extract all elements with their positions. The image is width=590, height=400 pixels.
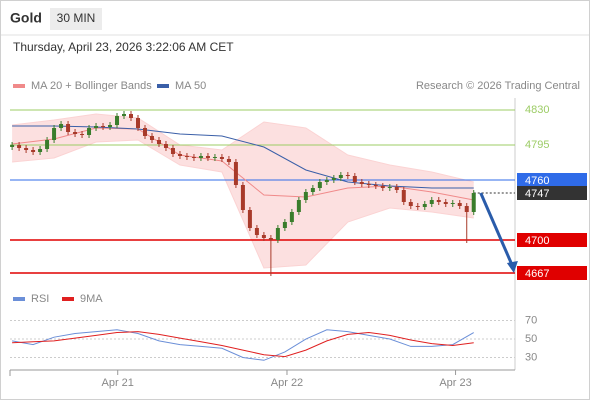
chart-title: Gold [10, 10, 42, 26]
level-label: 4760 [525, 175, 549, 187]
candle-body [205, 156, 210, 158]
candle-body [338, 175, 343, 178]
candle-body [366, 184, 371, 185]
candle-body [191, 157, 196, 158]
candle-body [415, 206, 420, 207]
source: Research © 2026 Trading Central [416, 80, 580, 92]
candle-body [471, 193, 476, 212]
candle-body [129, 114, 134, 118]
rsi-line [12, 329, 474, 361]
candle-body [59, 124, 64, 128]
level-box [517, 233, 587, 247]
candle-body [261, 235, 266, 238]
candle-body [422, 204, 427, 207]
candle-body [401, 190, 406, 202]
level-box [517, 173, 587, 187]
candle-body [464, 206, 469, 212]
timeframe-label[interactable]: 30 MIN [57, 11, 96, 25]
candle-body [317, 182, 322, 188]
x-tick-label: Apr 21 [102, 377, 134, 389]
candle-body [24, 148, 29, 150]
candle-body [324, 180, 329, 182]
candle-body [289, 212, 294, 222]
candle-body [177, 154, 182, 156]
candle-body [457, 203, 462, 206]
candle-body [108, 125, 113, 127]
candle-body [122, 114, 127, 116]
candle-body [73, 132, 78, 134]
candle-body [247, 210, 252, 228]
band-upper [12, 113, 474, 183]
candle-body [115, 116, 120, 125]
level-label: 4667 [525, 268, 549, 280]
candle-body [303, 192, 308, 200]
candle-body [38, 149, 43, 152]
candle-body [17, 145, 22, 148]
legend-label: MA 20 + Bollinger Bands [31, 80, 152, 92]
legend-label: MA 50 [175, 80, 206, 92]
x-tick-label: Apr 23 [439, 377, 471, 389]
candle-body [94, 126, 99, 128]
candle-body [198, 156, 203, 158]
candle-body [101, 126, 106, 127]
candle-body [310, 188, 315, 192]
candle-body [184, 156, 189, 157]
candle-body [345, 175, 350, 176]
candle-body [52, 128, 57, 140]
forecast-arrow [479, 192, 515, 268]
forecast-arrowhead [506, 261, 518, 273]
candle-body [429, 200, 434, 204]
x-tick-label: Apr 22 [271, 377, 303, 389]
candle-body [163, 144, 168, 148]
candle-body [219, 157, 224, 159]
candle-body [373, 185, 378, 186]
candle-body [240, 185, 245, 210]
candle-body [212, 157, 217, 158]
rsi-tick-label: 30 [525, 351, 537, 363]
candle-body [394, 187, 399, 190]
candle-body [80, 134, 85, 135]
candle-body [233, 162, 238, 185]
candle-body [450, 203, 455, 204]
candle-body [156, 140, 161, 144]
level-label: 4795 [525, 139, 549, 151]
candle-body [10, 145, 15, 147]
candle-body [268, 238, 273, 240]
subtitle: Thursday, April 23, 2026 3:22:06 AM CET [13, 40, 234, 54]
level-label: 4747 [525, 188, 549, 200]
candle-body [45, 140, 50, 149]
rsi-tick-label: 50 [525, 333, 537, 345]
candle-body [352, 176, 357, 182]
candle-body [135, 118, 140, 128]
candle-body [359, 182, 364, 184]
level-box [517, 186, 587, 200]
ma9-legend-label: 9MA [80, 293, 103, 305]
candle-body [226, 159, 231, 162]
candle-body [443, 202, 448, 204]
level-box [517, 266, 587, 280]
candle-body [87, 128, 92, 135]
level-label: 4700 [525, 235, 549, 247]
candle-body [296, 200, 301, 212]
candle-body [387, 187, 392, 188]
candle-body [66, 124, 71, 132]
level-label: 4830 [525, 104, 549, 116]
candle-body [170, 148, 175, 154]
candle-body [31, 150, 36, 152]
candle-body [282, 222, 287, 228]
candle-body [380, 186, 385, 188]
rsi-ma-line [12, 331, 474, 358]
candle-body [149, 136, 154, 140]
rsi-legend-label: RSI [31, 293, 49, 305]
timeframe-tab[interactable] [50, 8, 102, 30]
candle-body [331, 178, 336, 180]
candle-body [408, 202, 413, 206]
candle-body [436, 200, 441, 202]
candle-body [254, 228, 259, 235]
candle-body [142, 128, 147, 136]
rsi-tick-label: 70 [525, 314, 537, 326]
candle-body [275, 228, 280, 240]
